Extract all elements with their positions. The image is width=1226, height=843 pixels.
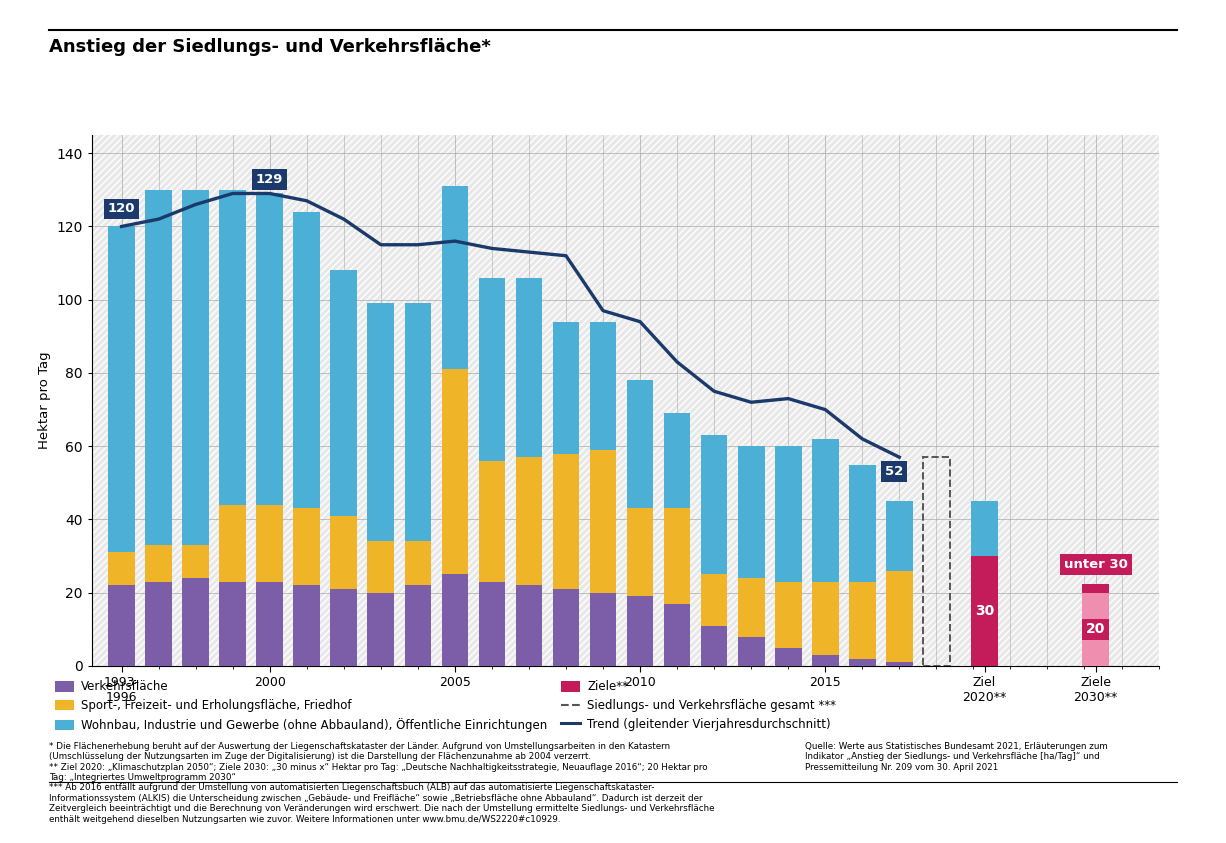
Bar (590, 593, 617, 666)
Bar (775, 647, 802, 666)
Bar (812, 582, 839, 655)
Bar (183, 190, 208, 545)
Bar (848, 658, 875, 666)
Text: 129: 129 (256, 173, 283, 186)
Bar (368, 541, 394, 593)
Bar (219, 582, 246, 666)
Bar (553, 454, 580, 589)
Bar (108, 552, 135, 585)
Bar (478, 461, 505, 582)
Bar (848, 464, 875, 582)
Bar (108, 227, 135, 552)
Text: Quelle: Werte aus Statistisches Bundesamt 2021, Erläuterungen zum
Indikator „Ans: Quelle: Werte aus Statistisches Bundesam… (804, 742, 1107, 771)
Bar (886, 501, 912, 571)
Y-axis label: Hektar pro Tag: Hektar pro Tag (38, 352, 51, 449)
Bar (478, 582, 505, 666)
Bar (256, 505, 283, 582)
Bar (923, 457, 950, 666)
Bar (738, 636, 765, 666)
Bar (626, 596, 653, 666)
Bar (971, 501, 998, 630)
Bar (516, 277, 542, 457)
Bar (775, 446, 802, 582)
Bar (971, 630, 998, 658)
Text: 30: 30 (975, 604, 994, 618)
Bar (1083, 583, 1110, 593)
Bar (626, 508, 653, 596)
Bar (293, 212, 320, 508)
Bar (886, 663, 912, 666)
Bar (368, 303, 394, 541)
Bar (848, 582, 875, 658)
Bar (293, 508, 320, 585)
Bar (331, 516, 357, 589)
Bar (738, 446, 765, 578)
Bar (626, 380, 653, 508)
Text: 120: 120 (108, 202, 135, 216)
Bar (441, 369, 468, 574)
Bar (146, 582, 172, 666)
Bar (441, 186, 468, 369)
Bar (441, 574, 468, 666)
Bar (590, 450, 617, 593)
Bar (663, 508, 690, 604)
Bar (405, 585, 432, 666)
Bar (886, 571, 912, 663)
Text: unter 30: unter 30 (1064, 558, 1128, 571)
Bar (368, 593, 394, 666)
Bar (108, 585, 135, 666)
Bar (553, 322, 580, 454)
Bar (478, 277, 505, 461)
Text: 20: 20 (1086, 622, 1106, 636)
Bar (812, 439, 839, 582)
Bar (663, 604, 690, 666)
Bar (146, 190, 172, 545)
Bar (516, 585, 542, 666)
Bar (701, 435, 727, 574)
Bar (92, 135, 1159, 666)
Bar (219, 190, 246, 505)
Bar (738, 578, 765, 636)
Bar (1083, 593, 1110, 666)
Bar (183, 578, 208, 666)
Bar (971, 556, 998, 666)
Bar (701, 574, 727, 626)
Text: Anstieg der Siedlungs- und Verkehrsfläche*: Anstieg der Siedlungs- und Verkehrsfläch… (49, 38, 490, 56)
Bar (971, 658, 998, 666)
Bar (256, 582, 283, 666)
Legend: Verkehrsfläche, Sport-, Freizeit- und Erholungsfläche, Friedhof, Wohnbau, Indust: Verkehrsfläche, Sport-, Freizeit- und Er… (55, 680, 836, 732)
Bar (553, 589, 580, 666)
Bar (331, 271, 357, 516)
Bar (293, 585, 320, 666)
Bar (331, 589, 357, 666)
Bar (590, 322, 617, 450)
Bar (183, 545, 208, 578)
Text: * Die Flächenerhebung beruht auf der Auswertung der Liegenschaftskataster der Lä: * Die Flächenerhebung beruht auf der Aus… (49, 742, 715, 824)
Bar (405, 541, 432, 585)
Bar (516, 457, 542, 585)
Bar (663, 413, 690, 508)
Bar (812, 655, 839, 666)
Bar (775, 582, 802, 647)
Text: 52: 52 (884, 465, 902, 478)
Bar (146, 545, 172, 582)
Bar (256, 194, 283, 505)
Bar (405, 303, 432, 541)
Bar (701, 626, 727, 666)
Bar (219, 505, 246, 582)
